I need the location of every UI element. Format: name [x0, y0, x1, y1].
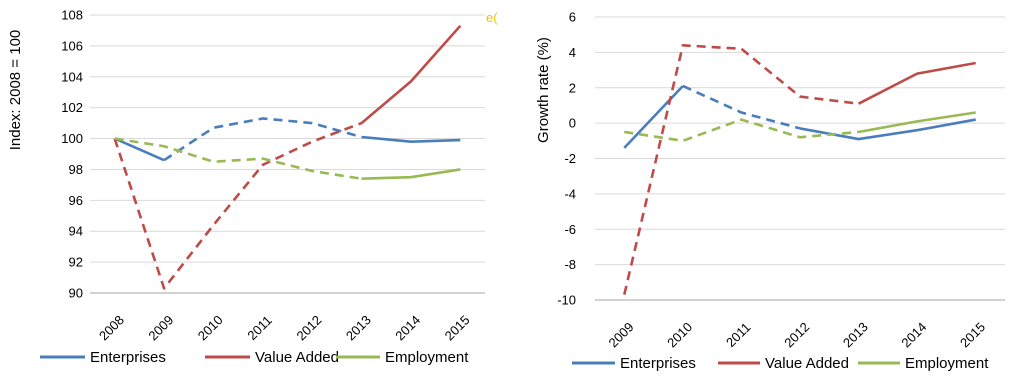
series-line-value-added — [857, 61, 976, 105]
y-tick-label: 90 — [69, 286, 83, 301]
y-tick-label: -6 — [564, 222, 576, 237]
series-line-enterprises — [799, 118, 976, 141]
y-tick-label: 98 — [69, 162, 83, 177]
y-tick-label: 102 — [61, 100, 83, 115]
series-line-employment — [361, 168, 461, 181]
y-tick-label: 2 — [569, 80, 576, 95]
y-tick-label: -2 — [564, 151, 576, 166]
series-line-employment — [114, 137, 362, 180]
series-line-employment — [624, 118, 859, 143]
legend-label: Employment — [905, 355, 989, 372]
series-line-value-added — [113, 121, 363, 290]
y-tick-label: 104 — [61, 69, 83, 84]
series-line-value-added — [623, 44, 859, 295]
growth-rate-chart: -10 -8 -6 -4 -2 0 2 4 6 2009 2010 2011 2012 2013 2014 2… — [535, 10, 1005, 372]
x-tick-label: 2010 — [664, 319, 695, 350]
legend-label: Enterprises — [90, 349, 166, 366]
series-line-enterprises — [163, 117, 362, 162]
y-tick-label: 96 — [69, 193, 83, 208]
legend-label: Value Added — [765, 355, 849, 372]
legend-label: Value Added — [255, 349, 339, 366]
x-tick-label: 2013 — [343, 312, 374, 343]
series-line-value-added — [360, 24, 462, 125]
y-tick-label: 0 — [569, 116, 576, 131]
y-tick-label: -4 — [564, 186, 576, 201]
x-tick-label: 2011 — [244, 313, 274, 343]
x-tick-label: 2015 — [957, 319, 988, 350]
series-line-enterprises — [114, 137, 165, 162]
x-tick-label: 2011 — [723, 320, 753, 350]
x-tick-label: 2012 — [781, 319, 812, 350]
stray-text-fragment: e( — [486, 10, 498, 25]
y-tick-label: 94 — [69, 224, 83, 239]
y-axis-label: Growth rate (%) — [535, 37, 552, 143]
y-tick-label: -10 — [557, 293, 576, 308]
legend-label: Employment — [385, 349, 469, 366]
x-tick-label: 2010 — [195, 312, 226, 343]
x-tick-label: 2012 — [293, 312, 324, 343]
series-line-employment — [858, 111, 976, 134]
y-axis-label: Index: 2008 = 100 — [7, 30, 24, 151]
x-tick-label: 2013 — [840, 319, 871, 350]
series-line-enterprises — [682, 84, 801, 130]
y-tick-label: -8 — [564, 257, 576, 272]
legend-label: Enterprises — [620, 355, 696, 372]
series-line-enterprises — [361, 135, 461, 143]
x-tick-label: 2008 — [96, 312, 127, 343]
x-tick-label: 2014 — [392, 312, 423, 343]
x-tick-label: 2009 — [145, 312, 176, 343]
y-tick-label: 100 — [61, 131, 83, 146]
index-chart: 90 92 94 96 98 100 102 104 106 108 2008 2009 2010 201… — [7, 8, 485, 366]
y-tick-label: 6 — [569, 10, 576, 25]
series-line-enterprises — [623, 85, 684, 149]
y-tick-label: 108 — [61, 8, 83, 23]
y-tick-label: 92 — [69, 255, 83, 270]
y-tick-label: 4 — [569, 45, 576, 60]
x-tick-label: 2014 — [898, 319, 929, 350]
x-tick-label: 2015 — [442, 312, 473, 343]
x-tick-label: 2009 — [606, 319, 637, 350]
y-tick-label: 106 — [61, 38, 83, 53]
